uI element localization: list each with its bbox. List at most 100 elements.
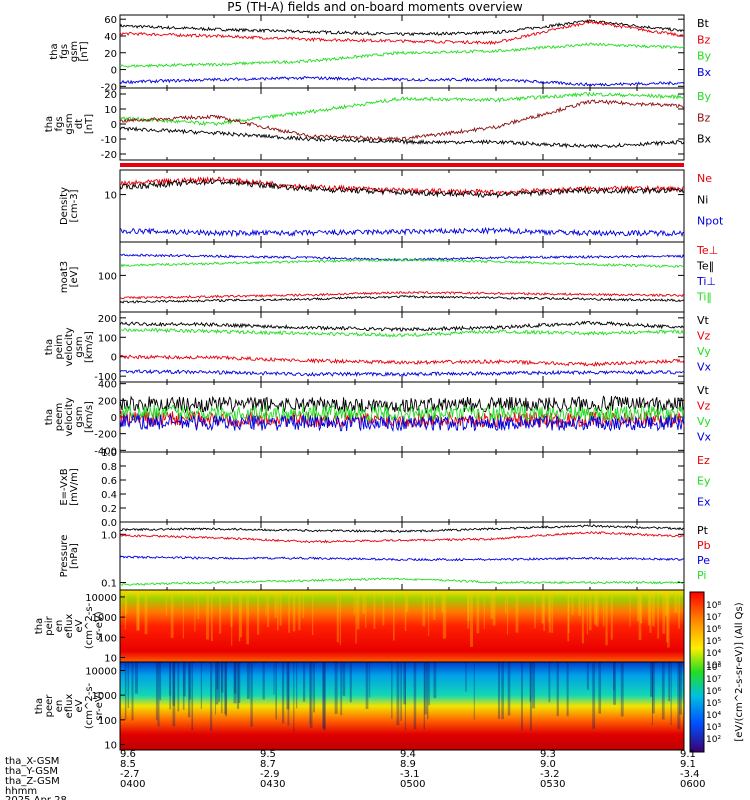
heatmap-texture (197, 590, 200, 620)
heatmap-texture (218, 662, 221, 702)
y-tick-label: 0 (111, 353, 117, 364)
heatmap-texture (293, 662, 295, 732)
heatmap-texture (274, 590, 277, 619)
heatmap-texture (188, 662, 191, 718)
heatmap-texture (442, 590, 445, 639)
heatmap-texture (257, 590, 260, 635)
heatmap-texture (647, 590, 651, 626)
heatmap-texture (501, 662, 504, 720)
y-axis-label: [mV/m] (69, 468, 80, 506)
heatmap-texture (155, 662, 158, 721)
heatmap-texture (405, 590, 409, 612)
heatmap-texture (120, 590, 122, 619)
heatmap-texture (424, 662, 428, 715)
heatmap-frame (119, 661, 685, 751)
heatmap-texture (373, 590, 376, 629)
heatmap-texture (221, 662, 223, 714)
heatmap-texture (506, 590, 509, 635)
heatmap-texture (667, 590, 670, 648)
y-tick-label: 10000 (85, 666, 117, 677)
y-axis-label: tha (34, 618, 45, 634)
heatmap-texture (124, 662, 127, 720)
heatmap-texture (396, 662, 400, 726)
footer-value: 9.0 (540, 759, 556, 770)
heatmap-texture (124, 590, 126, 630)
heatmap-texture (605, 590, 608, 646)
heatmap-texture (296, 662, 298, 709)
series-line-Vy (119, 404, 685, 423)
heatmap-image (120, 662, 684, 750)
heatmap-texture (543, 590, 545, 631)
y-axis-label: [km/s] (84, 401, 95, 433)
y-axis-label: gsm (69, 41, 80, 62)
y-tick-label: -400 (94, 446, 117, 457)
y-tick-label: -200 (94, 430, 117, 441)
legend-entry: Vz (697, 400, 711, 413)
colorbar-tick-label: 10⁴ (706, 649, 721, 659)
y-tick-label: 10 (104, 105, 117, 116)
legend-entry: Bz (697, 111, 711, 124)
footer-row-label: tha_Z-GSM (5, 776, 60, 787)
legend-entry: Ni (697, 193, 708, 206)
heatmap-texture (170, 590, 174, 638)
heatmap-texture (504, 590, 507, 614)
heatmap-texture (365, 590, 367, 628)
heatmap-texture (369, 662, 371, 698)
heatmap-texture (135, 662, 138, 694)
y-axis-label: [nPa] (69, 543, 80, 569)
heatmap-texture (177, 662, 180, 712)
colorbar-label: [eV/(cm^2-s-sr-eV)] (All Qs) (734, 602, 745, 741)
heatmap-texture (670, 662, 672, 726)
heatmap-texture (273, 662, 275, 695)
y-axis-label: gsm (74, 406, 85, 427)
heatmap-texture (571, 590, 574, 616)
heatmap-texture (246, 590, 249, 645)
footer-value: 0600 (680, 779, 705, 790)
panel-4: tha peim velocity gsm [km/s] -100 0 100 200 Vt Vz V… (44, 311, 712, 383)
footer-row-label: tha_X-GSM (5, 756, 59, 767)
heatmap-texture (353, 590, 355, 615)
y-axis-label: (cm^2-s- (84, 602, 95, 649)
heatmap-texture (529, 662, 532, 702)
series-line-Vz (119, 354, 685, 367)
heatmap-texture (246, 662, 250, 699)
heatmap-texture (613, 662, 615, 691)
y-axis-label: en (54, 700, 65, 713)
legend-entry: Vy (697, 345, 711, 358)
heatmap-texture (286, 662, 290, 710)
footer-value: 8.7 (260, 759, 276, 770)
y-tick-label: 10 (104, 741, 117, 752)
legend-entry: Ti‖ (696, 291, 712, 304)
heatmap-texture (334, 662, 338, 714)
heatmap-texture (586, 590, 588, 635)
y-tick-label: 10 (104, 191, 117, 202)
heatmap-texture (650, 662, 653, 697)
y-tick-label: 0.8 (101, 462, 117, 473)
series-line-Ni (119, 178, 685, 199)
heatmap-texture (165, 590, 168, 617)
heatmap-texture (303, 662, 306, 702)
heatmap-texture (194, 590, 196, 632)
footer-value: -2.7 (120, 769, 140, 780)
y-axis-label: Density (59, 187, 70, 225)
heatmap-texture (392, 590, 395, 641)
heatmap-texture (662, 590, 666, 634)
y-axis-label: velocity (64, 327, 75, 366)
heatmap-texture (649, 590, 652, 633)
legend-entry: Ti⊥ (696, 275, 716, 288)
heatmap-texture (206, 590, 210, 640)
heatmap-texture (200, 662, 203, 709)
footer-value: 9.3 (540, 749, 556, 760)
heatmap-texture (595, 590, 599, 627)
heatmap-texture (567, 590, 570, 634)
y-tick-label: 20 (104, 90, 117, 101)
y-tick-label: 0.2 (101, 504, 117, 515)
y-axis-label: gsm (64, 113, 75, 134)
heatmap-texture (476, 590, 480, 634)
series-line-By (119, 91, 685, 127)
legend-entry: Vz (697, 330, 711, 343)
legend-entry: Ne (697, 172, 712, 185)
heatmap-texture (548, 590, 550, 622)
y-tick-label: 1.0 (101, 530, 117, 541)
heatmap-texture (613, 662, 616, 705)
